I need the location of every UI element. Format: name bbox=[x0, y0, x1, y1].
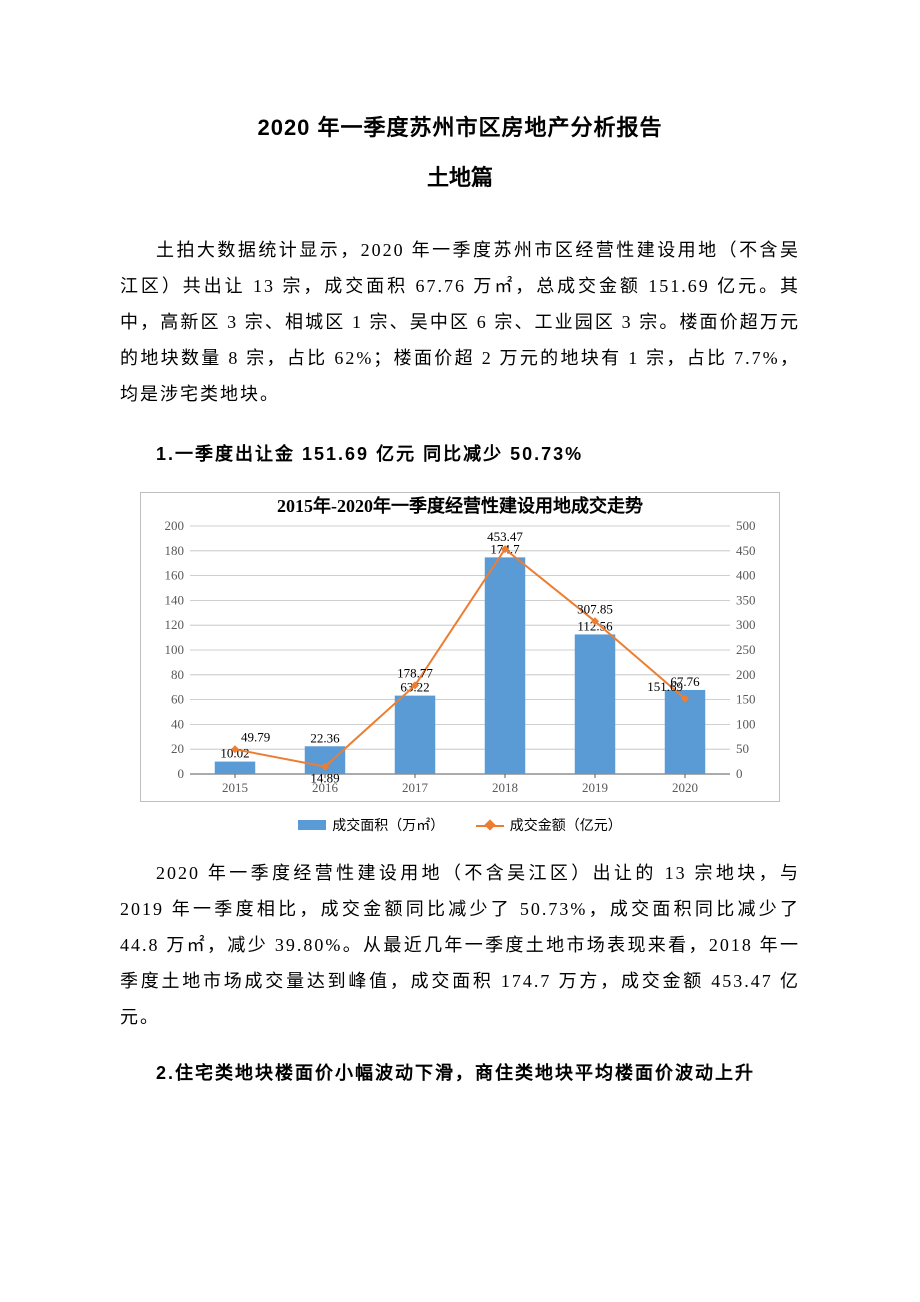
svg-text:300: 300 bbox=[736, 617, 756, 632]
svg-text:200: 200 bbox=[736, 667, 756, 682]
legend-line-label: 成交金额（亿元） bbox=[510, 815, 622, 835]
svg-text:160: 160 bbox=[165, 568, 185, 583]
svg-text:200: 200 bbox=[165, 518, 185, 533]
svg-text:2018: 2018 bbox=[492, 780, 518, 795]
legend-bar-label: 成交面积（万㎡） bbox=[332, 815, 444, 835]
svg-text:2020: 2020 bbox=[672, 780, 698, 795]
svg-text:178.77: 178.77 bbox=[397, 665, 433, 680]
svg-text:180: 180 bbox=[165, 543, 185, 558]
svg-text:100: 100 bbox=[165, 642, 185, 657]
svg-text:400: 400 bbox=[736, 568, 756, 583]
legend-line-swatch bbox=[476, 820, 504, 830]
paragraph-intro: 土拍大数据统计显示，2020 年一季度苏州市区经营性建设用地（不含吴江区）共出让… bbox=[120, 232, 800, 412]
document-page: 2020 年一季度苏州市区房地产分析报告 土地篇 土拍大数据统计显示，2020 … bbox=[0, 0, 920, 1302]
svg-text:250: 250 bbox=[736, 642, 756, 657]
chart-container: 2015年-2020年一季度经营性建设用地成交走势 0 20 40 60 80 100 120… bbox=[140, 492, 780, 835]
svg-text:120: 120 bbox=[165, 617, 185, 632]
svg-text:2019: 2019 bbox=[582, 780, 608, 795]
svg-text:60: 60 bbox=[171, 692, 184, 707]
section-heading-1: 1.一季度出让金 151.69 亿元 同比减少 50.73% bbox=[120, 436, 800, 472]
legend-bar-item: 成交面积（万㎡） bbox=[298, 815, 444, 835]
svg-text:350: 350 bbox=[736, 592, 756, 607]
svg-text:40: 40 bbox=[171, 716, 184, 731]
svg-text:151.69: 151.69 bbox=[647, 679, 683, 694]
svg-text:140: 140 bbox=[165, 592, 185, 607]
svg-text:150: 150 bbox=[736, 692, 756, 707]
chart-svg: 2015年-2020年一季度经营性建设用地成交走势 0 20 40 60 80 100 120… bbox=[140, 492, 780, 802]
svg-text:0: 0 bbox=[178, 766, 185, 781]
svg-text:22.36: 22.36 bbox=[310, 730, 340, 745]
report-title: 2020 年一季度苏州市区房地产分析报告 bbox=[120, 110, 800, 142]
svg-text:100: 100 bbox=[736, 716, 756, 731]
svg-text:80: 80 bbox=[171, 667, 184, 682]
report-subtitle: 土地篇 bbox=[120, 160, 800, 192]
svg-text:2015: 2015 bbox=[222, 780, 248, 795]
svg-text:50: 50 bbox=[736, 741, 749, 756]
svg-text:450: 450 bbox=[736, 543, 756, 558]
legend-line-item: 成交金额（亿元） bbox=[476, 815, 622, 835]
section-heading-2: 2.住宅类地块楼面价小幅波动下滑，商住类地块平均楼面价波动上升 bbox=[120, 1055, 800, 1091]
svg-text:307.85: 307.85 bbox=[577, 601, 613, 616]
legend-bar-swatch bbox=[298, 820, 326, 830]
svg-text:2015年-2020年一季度经营性建设用地成交走势: 2015年-2020年一季度经营性建设用地成交走势 bbox=[277, 495, 643, 516]
svg-text:500: 500 bbox=[736, 518, 756, 533]
svg-text:14.89: 14.89 bbox=[310, 771, 339, 786]
svg-text:0: 0 bbox=[736, 766, 743, 781]
chart-legend: 成交面积（万㎡） 成交金额（亿元） bbox=[140, 815, 780, 835]
svg-text:2017: 2017 bbox=[402, 780, 429, 795]
svg-text:20: 20 bbox=[171, 741, 184, 756]
svg-text:49.79: 49.79 bbox=[241, 729, 270, 744]
paragraph-analysis: 2020 年一季度经营性建设用地（不含吴江区）出让的 13 宗地块，与 2019… bbox=[120, 855, 800, 1035]
svg-text:453.47: 453.47 bbox=[487, 529, 523, 544]
